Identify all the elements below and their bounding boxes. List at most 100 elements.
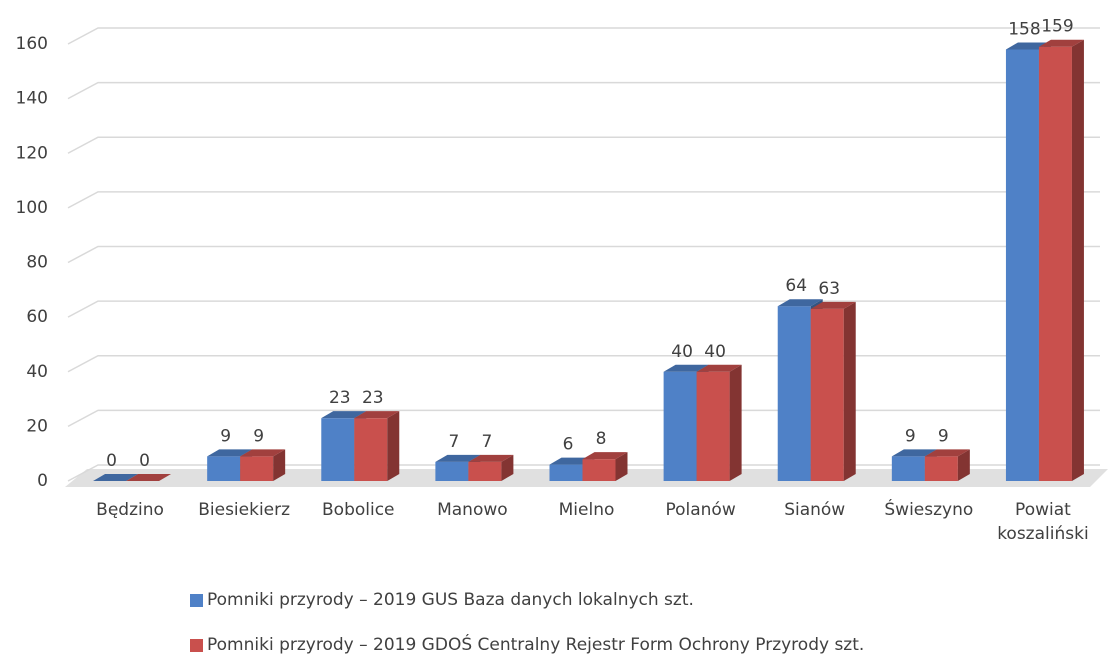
bar-top — [810, 301, 856, 309]
bar-top — [240, 449, 286, 457]
bar-top — [1038, 39, 1084, 47]
bar — [696, 371, 730, 481]
bar — [207, 456, 241, 481]
y-tick-label: 120 — [16, 143, 48, 163]
legend-item: Pomniki przyrody – 2019 GUS Baza danych … — [190, 590, 694, 610]
bar-side — [843, 301, 856, 481]
grid-line — [67, 81, 1100, 100]
data-label: 8 — [596, 429, 607, 449]
bar-top — [468, 454, 514, 462]
data-label: 0 — [139, 451, 150, 471]
bar-3d — [924, 449, 970, 481]
data-label: 9 — [905, 426, 916, 446]
x-tick-label: Powiat koszaliński — [997, 500, 1089, 544]
bar — [810, 308, 844, 481]
legend-swatch — [190, 638, 203, 652]
bar-top — [321, 411, 367, 419]
bar-3d — [810, 301, 856, 481]
grid-line — [67, 245, 1100, 264]
data-label: 9 — [938, 426, 949, 446]
x-tick-label: Świeszyno — [884, 500, 974, 520]
grid-line — [67, 355, 1100, 373]
y-tick-label: 140 — [16, 89, 48, 109]
legend-item: Pomniki przyrody – 2019 GDOŚ Centralny R… — [190, 635, 864, 655]
bar-3d — [696, 364, 742, 481]
bar-side — [957, 449, 970, 481]
x-tick-label: Polanów — [665, 500, 736, 520]
bar-3d — [468, 454, 514, 481]
grid-line — [67, 27, 1100, 45]
bar-top — [207, 449, 253, 457]
grid-line — [67, 300, 1100, 318]
bar-side — [729, 364, 742, 481]
data-label: 6 — [563, 435, 574, 455]
bar-3d — [126, 474, 172, 481]
grid-line — [67, 191, 1100, 209]
bar-side — [273, 449, 286, 481]
x-tick-label: Będzino — [96, 500, 164, 520]
y-tick-label: 100 — [16, 198, 48, 218]
bar — [549, 464, 583, 481]
data-label: 7 — [481, 432, 492, 452]
bar-top — [777, 299, 823, 307]
y-tick-label: 0 — [37, 471, 48, 491]
grid-line — [67, 136, 1100, 154]
bar-3d — [1038, 39, 1084, 481]
y-tick-label: 160 — [16, 34, 48, 54]
grid-line — [67, 464, 1100, 482]
data-label: 158 — [1008, 19, 1040, 39]
bar-top — [126, 474, 172, 481]
y-tick-label: 40 — [26, 362, 48, 382]
y-tick-label: 60 — [26, 307, 48, 327]
bar — [582, 459, 616, 481]
bar-top — [435, 454, 481, 462]
data-label: 9 — [253, 426, 264, 446]
x-tick-label: Sianów — [784, 500, 846, 520]
data-label: 63 — [818, 279, 840, 299]
data-label: 23 — [329, 388, 351, 408]
x-tick-label: Biesiekierz — [198, 500, 291, 520]
bar — [777, 306, 811, 481]
bar-side — [387, 411, 400, 481]
grid-line — [67, 409, 1100, 428]
bar-3d — [354, 411, 400, 481]
bar-top — [354, 411, 400, 419]
bar — [891, 456, 925, 481]
bar-top — [924, 449, 970, 457]
bar-top — [663, 364, 709, 372]
bar-side — [615, 452, 628, 481]
legend-label: Pomniki przyrody – 2019 GDOŚ Centralny R… — [207, 635, 865, 655]
bar-3d — [582, 452, 628, 481]
bar — [354, 418, 388, 481]
data-label: 9 — [220, 426, 231, 446]
y-tick-label: 20 — [26, 416, 48, 436]
bar-top — [582, 452, 628, 460]
legend-swatch — [190, 593, 203, 607]
bar-top — [696, 364, 742, 372]
bar-side — [501, 454, 514, 481]
bar-3d — [93, 474, 139, 481]
bar — [663, 371, 697, 481]
bar-top — [891, 449, 937, 457]
bar-top — [93, 474, 139, 481]
x-tick-label: Mielno — [558, 500, 615, 520]
data-label: 40 — [704, 342, 726, 362]
bar-side — [1071, 39, 1084, 481]
data-label: 0 — [106, 451, 117, 471]
data-label: 64 — [785, 276, 807, 296]
bar — [1005, 49, 1039, 482]
bar-3d — [240, 449, 286, 481]
y-tick-label: 80 — [26, 253, 48, 273]
x-tick-label: Manowo — [437, 500, 508, 520]
bar — [240, 456, 274, 481]
data-label: 23 — [362, 388, 384, 408]
bar — [321, 418, 355, 481]
x-tick-label: Bobolice — [322, 500, 395, 520]
bar — [924, 456, 958, 481]
data-label: 159 — [1041, 17, 1073, 37]
data-label: 40 — [671, 342, 693, 362]
legend-label: Pomniki przyrody – 2019 GUS Baza danych … — [207, 590, 694, 610]
data-label: 7 — [448, 432, 459, 452]
